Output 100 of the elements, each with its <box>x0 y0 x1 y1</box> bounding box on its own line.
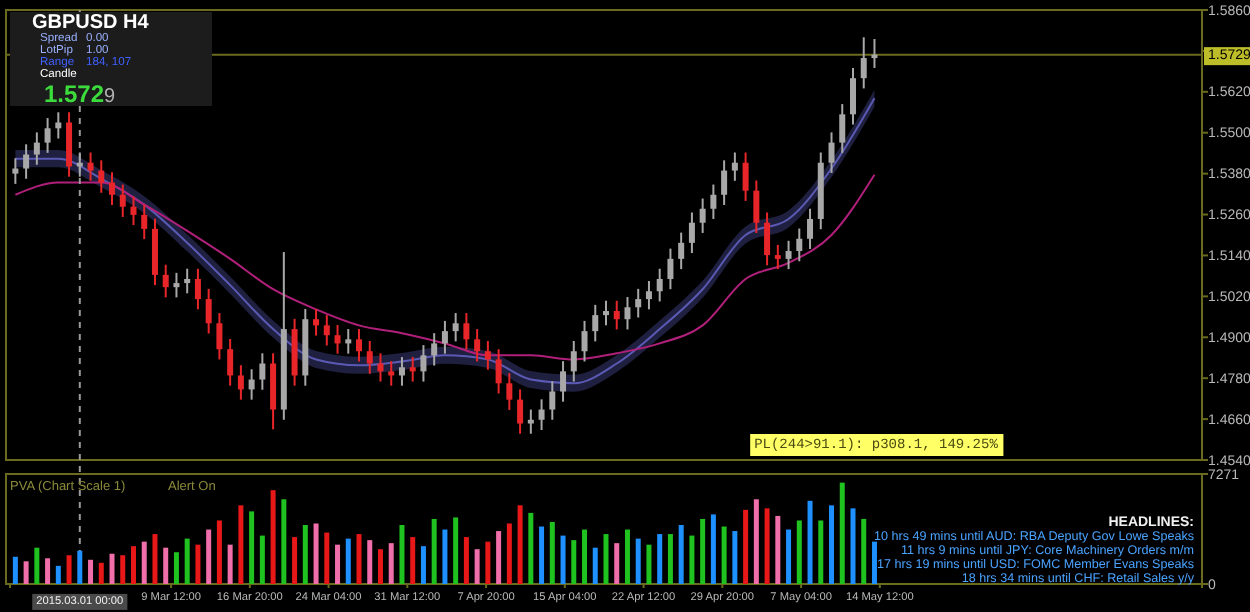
bar <box>23 561 29 584</box>
candlestick <box>173 271 180 299</box>
candlestick <box>130 195 137 227</box>
bar <box>281 499 287 584</box>
bar <box>539 526 545 584</box>
candlestick <box>849 66 856 126</box>
bar <box>270 490 276 584</box>
candlestick <box>23 143 30 180</box>
candlestick <box>87 151 94 182</box>
candlestick <box>366 340 373 375</box>
candlestick <box>474 328 481 363</box>
bar <box>141 541 147 584</box>
bar <box>388 543 394 584</box>
bar <box>55 565 61 584</box>
bar <box>45 558 51 584</box>
bar <box>786 529 792 584</box>
candlestick <box>484 340 491 371</box>
candlestick <box>860 36 867 90</box>
bar <box>109 553 115 584</box>
candlestick <box>227 337 234 387</box>
candlestick <box>656 267 663 303</box>
candlestick <box>635 287 642 319</box>
bar <box>442 529 448 584</box>
candlestick <box>356 328 363 363</box>
candlestick <box>495 348 502 395</box>
bar <box>367 540 373 584</box>
candlestick <box>807 207 814 250</box>
bar <box>657 534 663 584</box>
candlestick <box>452 312 459 343</box>
candlestick <box>721 159 728 206</box>
bar <box>753 499 759 584</box>
bar <box>775 515 781 584</box>
bar <box>98 562 104 584</box>
candlestick <box>678 231 685 271</box>
bar <box>861 518 867 584</box>
bar <box>184 538 190 584</box>
bar <box>807 500 813 584</box>
candlestick <box>753 179 760 234</box>
bar <box>517 505 523 584</box>
candlestick <box>560 360 567 403</box>
bar <box>292 537 298 584</box>
chart-title: GBPUSD H4 <box>32 12 150 34</box>
candlestick <box>613 299 620 331</box>
bar <box>839 482 845 584</box>
bar <box>377 549 383 584</box>
candlestick <box>828 131 835 174</box>
bar <box>131 546 136 584</box>
bar <box>238 505 244 584</box>
candlestick <box>441 319 448 355</box>
candlestick <box>388 360 395 387</box>
candlestick <box>645 280 652 311</box>
annotation: 1.5729 <box>44 80 117 108</box>
candlestick <box>839 103 846 154</box>
bar <box>227 544 233 584</box>
bar <box>77 550 83 584</box>
bar <box>259 535 265 584</box>
candlestick <box>291 317 298 387</box>
bar <box>624 529 630 584</box>
candlestick <box>667 247 674 291</box>
bar <box>871 541 877 584</box>
bar <box>66 555 72 584</box>
bar <box>850 508 856 584</box>
candlestick <box>205 287 212 335</box>
candlestick <box>66 111 73 178</box>
bar <box>420 546 426 584</box>
bar <box>313 523 319 584</box>
bar <box>34 547 40 584</box>
candlestick <box>699 197 706 234</box>
bar <box>356 534 362 584</box>
candlestick <box>581 319 588 363</box>
candlestick <box>151 217 158 287</box>
candlestick <box>506 372 513 411</box>
candlestick <box>688 211 695 255</box>
candlestick <box>420 344 427 383</box>
candlestick <box>463 312 470 351</box>
bar <box>485 541 491 584</box>
bar <box>173 552 179 584</box>
bar <box>689 535 695 584</box>
candlestick <box>237 364 244 401</box>
candlestick <box>527 408 534 435</box>
candlestick <box>184 267 191 295</box>
bar <box>249 511 255 584</box>
bar <box>163 547 169 584</box>
candlestick <box>592 303 599 343</box>
bar <box>120 555 126 584</box>
bar <box>302 525 308 584</box>
bar <box>549 521 555 584</box>
candlestick <box>603 299 609 327</box>
candlestick <box>12 157 19 185</box>
bar <box>216 520 222 584</box>
bar <box>603 534 609 584</box>
candlestick <box>764 211 771 267</box>
candlestick <box>162 263 169 299</box>
candlestick <box>549 380 556 421</box>
candlestick <box>785 239 792 271</box>
bar <box>410 537 416 584</box>
bar <box>614 543 620 584</box>
candlestick <box>270 352 277 431</box>
candlestick <box>796 227 803 263</box>
candlestick <box>624 296 631 331</box>
